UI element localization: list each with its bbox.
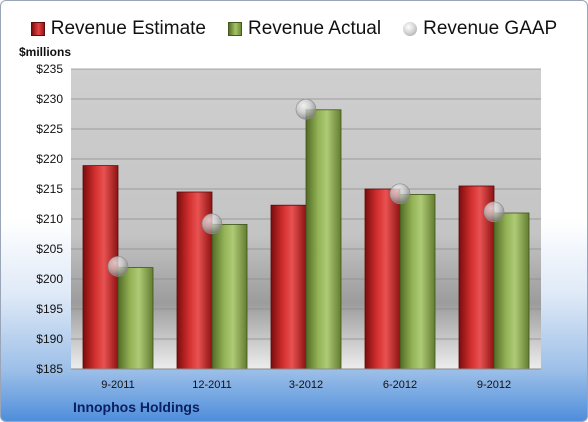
y-tick-label: $230 (36, 92, 63, 106)
y-tick-label: $200 (36, 272, 63, 286)
x-tick-label: 9-2011 (101, 379, 134, 391)
legend-swatch-gaap (403, 22, 418, 36)
y-axis-unit-label: $millions (19, 45, 72, 59)
bar-revenue-actual (305, 109, 342, 370)
legend-label-gaap: Revenue GAAP (423, 18, 558, 39)
legend-item-gaap: Revenue GAAP (403, 18, 557, 40)
point-revenue-gaap (107, 256, 129, 277)
legend-label-actual: Revenue Actual (248, 18, 382, 39)
x-tick-label: 9-2012 (477, 379, 511, 391)
company-name: Innophos Holdings (73, 399, 200, 415)
legend-swatch-actual (228, 22, 242, 36)
bar-revenue-estimate (270, 204, 307, 370)
y-axis: $185 $190 $195 $200 $205 $210 $215 $220 $225 $230… (36, 62, 63, 376)
bar-revenue-estimate (364, 188, 401, 370)
legend-swatch-estimate (30, 22, 45, 36)
y-tick-label: $210 (36, 212, 63, 226)
legend-item-estimate: Revenue Estimate (30, 18, 206, 40)
x-tick-label: 12-2011 (192, 379, 232, 391)
y-tick-label: $225 (36, 122, 63, 136)
y-tick-label: $235 (36, 62, 63, 76)
x-axis: 9-2011 12-2011 3-2012 6-2012 9-2012 (101, 379, 511, 391)
x-tick-label: 3-2012 (289, 379, 323, 391)
point-revenue-gaap (389, 183, 411, 205)
chart-legend: Revenue Estimate Revenue Actual Revenue … (1, 17, 587, 41)
point-revenue-gaap (201, 213, 223, 235)
y-tick-label: $215 (36, 182, 63, 196)
gaap-points (107, 98, 505, 277)
bar-revenue-actual (211, 223, 248, 370)
y-tick-label: $220 (36, 152, 63, 166)
bar-revenue-actual (399, 193, 436, 370)
y-tick-label: $195 (36, 302, 63, 316)
y-tick-label: $205 (36, 242, 63, 256)
legend-label-estimate: Revenue Estimate (50, 18, 206, 39)
bar-revenue-actual (493, 212, 530, 370)
point-revenue-gaap (295, 98, 317, 120)
bars (82, 109, 530, 370)
legend-item-actual: Revenue Actual (228, 18, 381, 40)
bar-revenue-actual (117, 267, 154, 370)
y-tick-label: $185 (36, 362, 63, 376)
x-tick-label: 6-2012 (383, 379, 417, 391)
point-revenue-gaap (483, 201, 505, 223)
y-tick-label: $190 (36, 332, 63, 346)
